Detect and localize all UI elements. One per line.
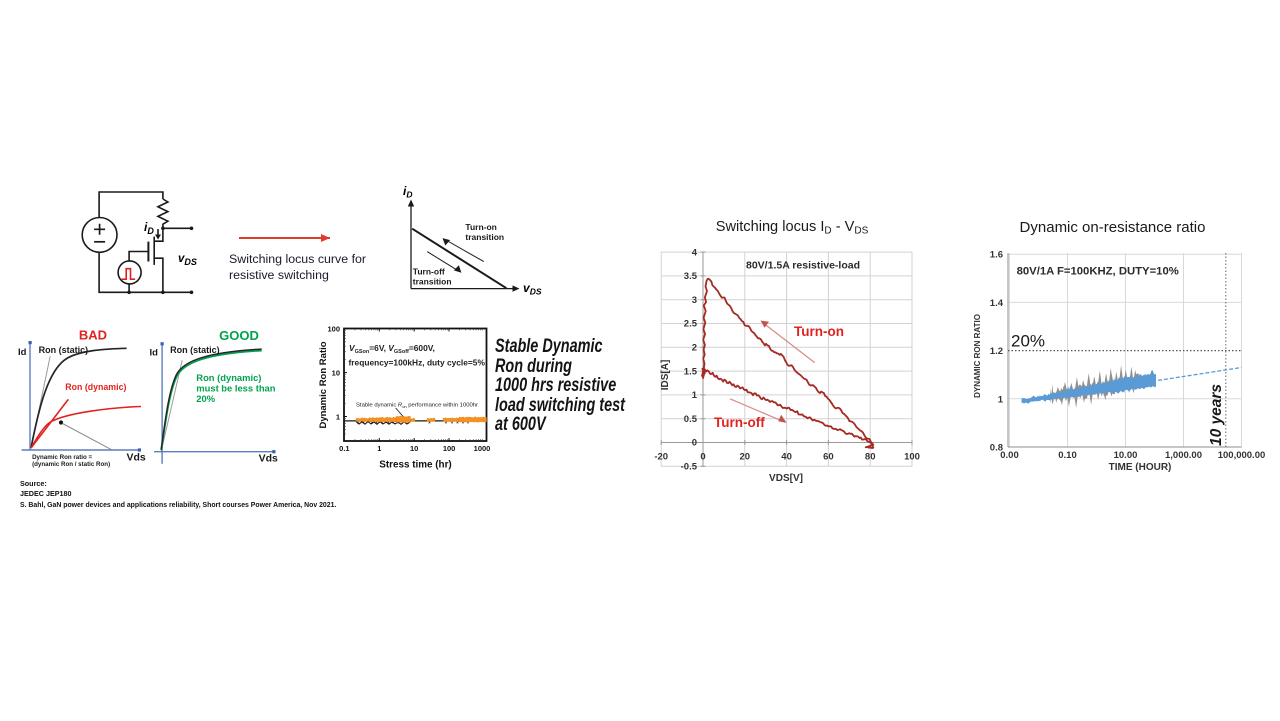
- svg-text:1.6: 1.6: [990, 250, 1003, 261]
- svg-text:-0.5: -0.5: [681, 462, 698, 473]
- svg-text:TIME (HOUR): TIME (HOUR): [1109, 462, 1172, 473]
- svg-text:VDS[V]: VDS[V]: [769, 473, 803, 484]
- svg-text:BAD: BAD: [79, 328, 107, 343]
- svg-text:0: 0: [700, 452, 705, 463]
- svg-text:80: 80: [865, 452, 876, 463]
- svg-text:IDS[A]: IDS[A]: [660, 360, 671, 391]
- svg-text:0.00: 0.00: [1000, 450, 1019, 461]
- svg-text:*: *: [462, 421, 465, 428]
- svg-text:1.5: 1.5: [684, 366, 698, 377]
- svg-text:1000: 1000: [474, 444, 491, 453]
- svg-text:*: *: [456, 421, 459, 428]
- svg-text:Turn-off: Turn-off: [714, 415, 765, 430]
- svg-text:*: *: [428, 421, 431, 428]
- svg-text:Turn-on: Turn-on: [794, 324, 844, 339]
- svg-text:1: 1: [998, 394, 1004, 405]
- svg-text:*: *: [362, 421, 365, 428]
- svg-text:Dynamic Ron Ratio: Dynamic Ron Ratio: [318, 341, 329, 428]
- svg-text:100,000.00: 100,000.00: [1218, 450, 1266, 461]
- svg-text:1.4: 1.4: [990, 298, 1004, 309]
- svg-text:Vds: Vds: [259, 453, 278, 465]
- svg-text:VGSon=6V, VGSoff=600V,: VGSon=6V, VGSoff=600V,: [349, 343, 435, 355]
- svg-text:1,000.00: 1,000.00: [1165, 450, 1202, 461]
- svg-text:*: *: [467, 421, 470, 428]
- svg-text:1.2: 1.2: [990, 346, 1003, 357]
- svg-text:Ron (dynamic): Ron (dynamic): [196, 372, 261, 383]
- svg-text:80V/1.5A resistive-load: 80V/1.5A resistive-load: [746, 260, 860, 272]
- svg-text:3.5: 3.5: [684, 271, 698, 282]
- svg-text:20%: 20%: [196, 393, 215, 404]
- svg-text:Vds: Vds: [127, 452, 146, 464]
- svg-text:100: 100: [327, 325, 340, 334]
- svg-text:0.10: 0.10: [1058, 450, 1077, 461]
- svg-text:Switching locus ID - VDS: Switching locus ID - VDS: [716, 219, 869, 237]
- svg-text:*: *: [387, 421, 390, 428]
- svg-text:transition: transition: [413, 277, 452, 287]
- svg-text:Id: Id: [18, 347, 27, 358]
- svg-text:*: *: [397, 421, 400, 428]
- svg-text:0.1: 0.1: [339, 444, 349, 453]
- svg-text:10: 10: [410, 444, 418, 453]
- svg-text:vDS: vDS: [178, 253, 197, 267]
- svg-text:DYNAMIC RON RATIO: DYNAMIC RON RATIO: [973, 314, 982, 398]
- svg-text:Ron (static): Ron (static): [170, 345, 220, 355]
- svg-text:20%: 20%: [1011, 332, 1045, 351]
- svg-text:Turn-off: Turn-off: [413, 267, 445, 277]
- svg-text:20: 20: [740, 452, 751, 463]
- svg-text:Turn-on: Turn-on: [465, 222, 496, 232]
- svg-text:Stress time (hr): Stress time (hr): [379, 460, 451, 471]
- svg-text:Dynamic on-resistance ratio: Dynamic on-resistance ratio: [1020, 219, 1206, 236]
- svg-text:iD: iD: [144, 220, 154, 236]
- svg-text:40: 40: [781, 452, 792, 463]
- svg-text:1: 1: [692, 390, 698, 401]
- svg-text:transition: transition: [465, 232, 504, 242]
- svg-text:10 years: 10 years: [1208, 384, 1225, 446]
- svg-text:1: 1: [336, 413, 340, 422]
- svg-text:Id: Id: [150, 348, 159, 359]
- svg-text:2.5: 2.5: [684, 319, 698, 330]
- svg-text:Ron (static): Ron (static): [39, 345, 89, 355]
- svg-text:4: 4: [692, 247, 698, 258]
- svg-text:*: *: [371, 421, 374, 428]
- svg-text:Dynamic Ron ratio =: Dynamic Ron ratio =: [32, 454, 92, 461]
- svg-text:vDS: vDS: [523, 281, 542, 297]
- svg-text:2: 2: [692, 343, 697, 354]
- svg-text:60: 60: [823, 452, 834, 463]
- svg-text:10: 10: [332, 369, 340, 378]
- svg-text:3: 3: [692, 295, 697, 306]
- svg-text:*: *: [357, 421, 360, 428]
- svg-text:must be less than: must be less than: [196, 383, 275, 394]
- svg-text:*: *: [392, 421, 395, 428]
- svg-text:GOOD: GOOD: [219, 328, 259, 343]
- svg-text:80V/1A F=100KHZ, DUTY=10%: 80V/1A F=100KHZ, DUTY=10%: [1017, 266, 1179, 278]
- svg-text:*: *: [375, 421, 378, 428]
- svg-text:0.5: 0.5: [684, 414, 698, 425]
- svg-text:(dynamic Ron / static Ron): (dynamic Ron / static Ron): [32, 461, 110, 468]
- svg-text:10.00: 10.00: [1114, 450, 1138, 461]
- svg-text:Stable dynamic Ron performance: Stable dynamic Ron performance within 10…: [356, 403, 478, 409]
- svg-text:Ron (dynamic): Ron (dynamic): [65, 382, 126, 392]
- svg-text:*: *: [445, 421, 448, 428]
- svg-text:1: 1: [377, 444, 381, 453]
- svg-text:*: *: [451, 421, 454, 428]
- svg-text:100: 100: [443, 444, 456, 453]
- svg-text:*: *: [381, 421, 384, 428]
- svg-text:iD: iD: [403, 184, 412, 200]
- svg-text:0: 0: [692, 438, 697, 449]
- svg-text:-20: -20: [654, 452, 668, 463]
- svg-text:0.8: 0.8: [990, 443, 1003, 454]
- svg-text:100: 100: [904, 452, 920, 463]
- svg-text:frequency=100kHz, duty cycle=5: frequency=100kHz, duty cycle=5%: [349, 358, 486, 368]
